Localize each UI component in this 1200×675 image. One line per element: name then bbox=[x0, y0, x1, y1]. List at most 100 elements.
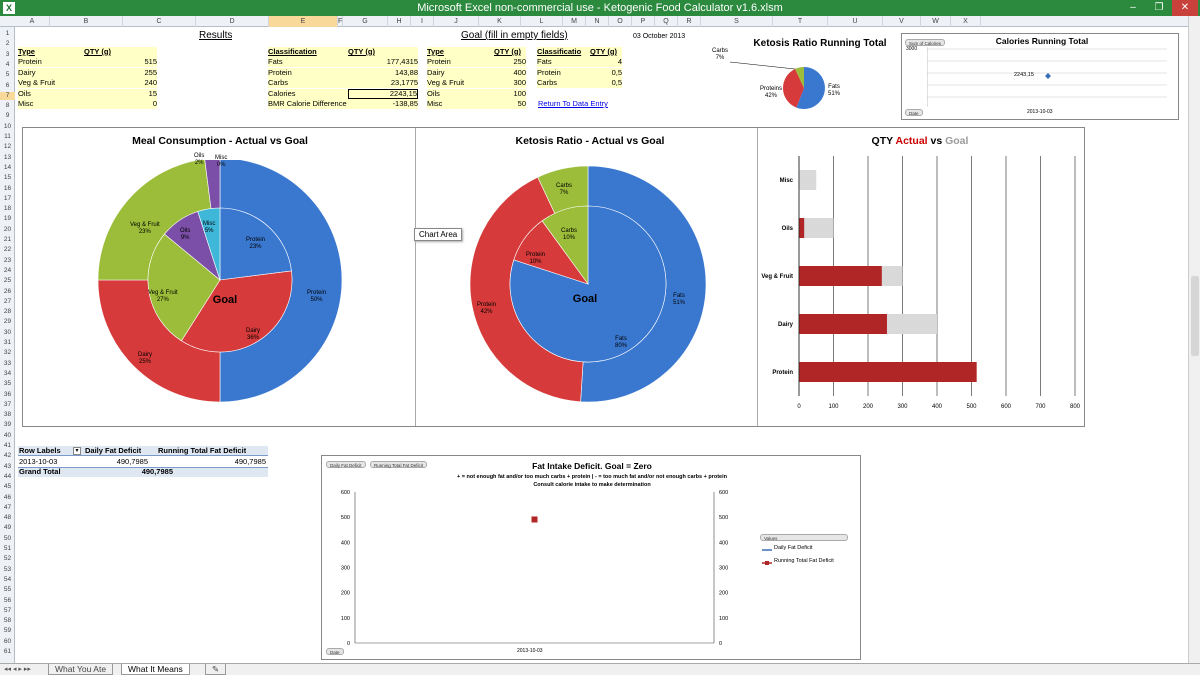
row-header[interactable]: 33 bbox=[3, 359, 12, 367]
table-cell[interactable]: Protein bbox=[268, 68, 348, 78]
column-header[interactable]: S bbox=[701, 16, 773, 27]
table-cell[interactable]: Carbs bbox=[537, 78, 590, 88]
calories-running-chart[interactable]: Calories Running Total Sum of Calories 3… bbox=[901, 33, 1179, 120]
table-cell[interactable]: Protein bbox=[18, 57, 84, 67]
row-header[interactable]: 3 bbox=[5, 50, 10, 58]
row-header[interactable]: 56 bbox=[3, 596, 12, 604]
row-header[interactable]: 12 bbox=[3, 143, 12, 151]
column-header[interactable]: M bbox=[563, 16, 586, 27]
row-header[interactable]: 58 bbox=[3, 617, 12, 625]
table-cell[interactable]: 23,1775 bbox=[348, 78, 418, 88]
table-header[interactable]: Type bbox=[427, 47, 494, 57]
table-cell[interactable]: Carbs bbox=[268, 78, 348, 88]
row-header[interactable]: 38 bbox=[3, 411, 12, 419]
row-header[interactable]: 4 bbox=[5, 60, 10, 68]
row-header[interactable]: 23 bbox=[3, 256, 12, 264]
column-header[interactable]: Q bbox=[655, 16, 678, 27]
row-header[interactable]: 32 bbox=[3, 349, 12, 357]
row-header[interactable]: 40 bbox=[3, 431, 12, 439]
field-button-running[interactable]: Running Total Fat Deficit bbox=[370, 461, 427, 468]
table-cell[interactable]: 240 bbox=[84, 78, 157, 88]
row-header[interactable]: 2 bbox=[5, 40, 10, 48]
table-cell[interactable]: 50 bbox=[494, 99, 526, 109]
row-header[interactable]: 15 bbox=[3, 174, 12, 182]
scrollbar-thumb[interactable] bbox=[1191, 276, 1199, 356]
row-header[interactable]: 31 bbox=[3, 339, 12, 346]
pivot-header-running[interactable]: Running Total Fat Deficit bbox=[158, 446, 247, 455]
table-cell[interactable]: Fats bbox=[268, 57, 348, 67]
column-header[interactable]: P bbox=[632, 16, 655, 27]
column-header[interactable]: K bbox=[479, 16, 521, 27]
table-header[interactable]: QTY (g) bbox=[590, 47, 622, 57]
row-header[interactable]: 25 bbox=[3, 277, 12, 285]
column-header[interactable]: V bbox=[883, 16, 921, 27]
table-cell[interactable]: 255 bbox=[84, 68, 157, 78]
qty-bar-chart[interactable]: 0 100 200 300 400 500 600 700 800 Misc Oils Veg & F… bbox=[757, 150, 1082, 425]
date-cell[interactable]: 03 October 2013 bbox=[633, 33, 686, 40]
table-cell[interactable]: Oils bbox=[18, 89, 84, 99]
row-header[interactable]: 20 bbox=[3, 225, 12, 233]
table-header[interactable]: QTY (g) bbox=[84, 47, 157, 57]
row-header[interactable]: 13 bbox=[3, 153, 12, 161]
pivot-header-row-labels[interactable]: Row Labels bbox=[19, 446, 61, 455]
field-button-date[interactable]: Date bbox=[905, 109, 923, 116]
column-header[interactable]: C bbox=[123, 16, 196, 27]
row-header[interactable]: 45 bbox=[3, 483, 12, 491]
table-header[interactable]: Classificatio bbox=[537, 47, 590, 57]
table-cell[interactable]: Dairy bbox=[427, 68, 494, 78]
table-cell[interactable]: Veg & Fruit bbox=[18, 78, 84, 88]
row-header[interactable]: 59 bbox=[3, 627, 12, 635]
column-header[interactable]: J bbox=[434, 16, 479, 27]
row-header[interactable]: 54 bbox=[3, 575, 12, 583]
column-header[interactable]: T bbox=[773, 16, 828, 27]
selected-cell[interactable]: 2243,15 bbox=[348, 89, 418, 99]
table-cell[interactable]: Oils bbox=[427, 89, 494, 99]
row-header[interactable]: 43 bbox=[3, 462, 12, 470]
pivot-header-daily[interactable]: Daily Fat Deficit bbox=[85, 446, 142, 455]
pivot-cell[interactable]: 490,7985 bbox=[234, 457, 266, 466]
row-header[interactable]: 39 bbox=[3, 421, 12, 429]
table-cell[interactable]: Fats bbox=[537, 57, 590, 67]
row-header[interactable]: 51 bbox=[3, 545, 12, 552]
row-header[interactable]: 50 bbox=[3, 534, 12, 542]
sheet-tab-what-it-means[interactable]: What It Means bbox=[121, 664, 190, 675]
table-header[interactable]: QTY (g) bbox=[494, 47, 526, 57]
row-header[interactable]: 30 bbox=[3, 328, 12, 336]
table-cell[interactable]: 0,5 bbox=[590, 68, 622, 78]
row-header[interactable]: 42 bbox=[3, 452, 12, 460]
keto-small-chart[interactable] bbox=[700, 48, 900, 118]
legend-values-pill[interactable]: Values bbox=[760, 534, 848, 541]
row-header[interactable]: 35 bbox=[3, 380, 12, 388]
table-cell[interactable]: 250 bbox=[494, 57, 526, 67]
column-header[interactable]: N bbox=[586, 16, 609, 27]
column-header[interactable]: D bbox=[196, 16, 269, 27]
table-cell[interactable]: 100 bbox=[494, 89, 526, 99]
pivot-cell[interactable]: 490,7985 bbox=[116, 457, 148, 466]
row-header[interactable]: 27 bbox=[3, 297, 12, 305]
row-header[interactable]: 47 bbox=[3, 503, 12, 511]
table-cell[interactable]: Misc bbox=[427, 99, 494, 109]
row-header[interactable]: 24 bbox=[3, 266, 12, 274]
row-header[interactable]: 37 bbox=[3, 400, 12, 408]
table-cell[interactable]: 4 bbox=[590, 57, 622, 67]
row-header[interactable]: 21 bbox=[3, 236, 12, 243]
column-header[interactable]: F bbox=[338, 16, 343, 27]
table-cell[interactable]: Protein bbox=[537, 68, 590, 78]
row-header[interactable]: 11 bbox=[4, 133, 11, 140]
table-header[interactable]: Type bbox=[18, 47, 84, 57]
filter-dropdown-icon[interactable]: ▾ bbox=[73, 447, 81, 455]
column-header[interactable]: U bbox=[828, 16, 883, 27]
table-cell[interactable]: BMR Calorie Difference bbox=[268, 99, 348, 109]
field-button-daily[interactable]: Daily Fat Deficit bbox=[326, 461, 366, 468]
row-header[interactable]: 17 bbox=[3, 194, 12, 202]
new-sheet-icon[interactable]: ✎ bbox=[205, 664, 227, 675]
table-header[interactable]: QTY (g) bbox=[348, 47, 418, 57]
row-header[interactable]: 60 bbox=[3, 637, 12, 645]
column-header[interactable]: B bbox=[50, 16, 123, 27]
pivot-grand-total-label[interactable]: Grand Total bbox=[19, 467, 61, 476]
column-header[interactable]: W bbox=[921, 16, 951, 27]
row-header[interactable]: 28 bbox=[3, 308, 12, 316]
vertical-scrollbar[interactable] bbox=[1188, 16, 1200, 663]
table-cell[interactable]: 400 bbox=[494, 68, 526, 78]
fat-deficit-chart[interactable]: Daily Fat Deficit Running Total Fat Defi… bbox=[321, 455, 861, 660]
